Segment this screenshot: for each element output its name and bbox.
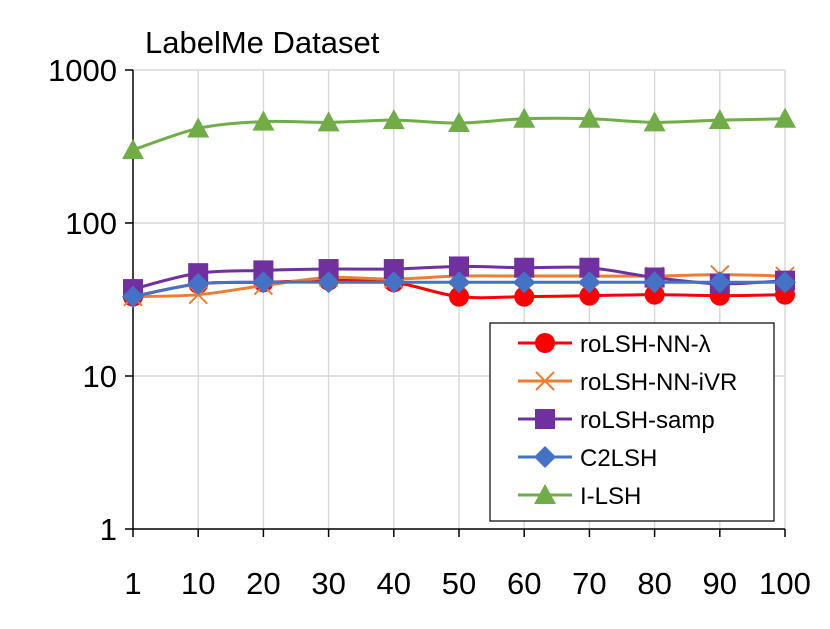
x-tick-labels: 1 10 20 30 40 50 60 70 80 90 100	[124, 566, 810, 601]
data-point	[382, 271, 405, 294]
data-point	[317, 271, 340, 294]
data-point	[774, 107, 796, 128]
y-tick-label: 1	[100, 512, 117, 547]
x-tick-label: 10	[181, 566, 215, 601]
data-point	[318, 259, 339, 280]
data-point	[774, 271, 796, 294]
y-tick-label: 10	[83, 359, 117, 394]
legend-label: I-LSH	[580, 483, 641, 510]
data-point	[253, 260, 274, 281]
legend-swatch-marker	[535, 371, 555, 391]
x-tick-label: 50	[442, 566, 476, 601]
y-tick-label: 100	[65, 206, 117, 241]
data-point	[448, 271, 470, 294]
data-point	[449, 256, 469, 277]
marker-stroke	[535, 371, 555, 391]
legend-swatch-marker	[535, 409, 555, 429]
legend-label: roLSH-samp	[580, 407, 715, 434]
chart-title: LabelMe Dataset	[145, 25, 380, 60]
legend-entry: roLSH-NN-iVR	[518, 369, 737, 396]
series-3	[122, 271, 796, 308]
data-point	[514, 286, 535, 307]
legend-entry: C2LSH	[518, 445, 657, 472]
x-tick-label: 60	[507, 566, 541, 601]
y-tick-labels: 1 10 100 1000	[48, 53, 117, 547]
data-point	[187, 117, 210, 138]
data-point	[579, 285, 600, 306]
x-tick-label: 70	[572, 566, 606, 601]
data-point	[708, 109, 731, 130]
x-tick-label: 90	[703, 566, 737, 601]
x-tick-label: 20	[246, 566, 280, 601]
y-tick-label: 1000	[48, 53, 117, 88]
data-point	[513, 107, 536, 128]
legend-swatch-marker	[534, 484, 556, 504]
data-point	[578, 107, 601, 128]
x-tick-label: 30	[311, 566, 345, 601]
legend-entry: roLSH-samp	[518, 407, 715, 434]
series-group	[122, 107, 796, 308]
data-point	[643, 271, 666, 294]
data-point	[382, 109, 405, 130]
data-point	[513, 271, 536, 294]
data-point	[514, 257, 535, 278]
x-tick-label: 100	[759, 566, 811, 601]
data-point	[317, 111, 340, 132]
data-point	[252, 271, 275, 294]
data-point	[578, 271, 601, 294]
x-tick-label: 80	[637, 566, 671, 601]
legend: roLSH-NN-λ roLSH-NN-iVR roLSH-samp C2LSH I-L…	[489, 322, 775, 522]
legend-swatch-marker	[535, 333, 555, 353]
x-tick-label: 40	[377, 566, 411, 601]
series-4	[122, 107, 796, 160]
data-point	[187, 272, 210, 295]
data-point	[708, 271, 731, 294]
legend-label: roLSH-NN-λ	[580, 331, 711, 358]
data-point	[383, 259, 404, 280]
data-point	[643, 111, 666, 132]
data-point	[448, 112, 470, 133]
legend-entry: roLSH-NN-λ	[518, 331, 711, 358]
legend-entry: I-LSH	[518, 483, 641, 510]
legend-label: roLSH-NN-iVR	[580, 369, 737, 396]
x-tick-label: 1	[124, 566, 141, 601]
data-point	[122, 139, 144, 160]
data-point	[449, 286, 469, 307]
legend-label: C2LSH	[580, 445, 657, 472]
legend-swatch-marker	[534, 446, 556, 468]
data-point	[579, 257, 600, 278]
data-point	[252, 110, 275, 131]
data-point	[644, 284, 665, 305]
data-point	[122, 285, 144, 308]
